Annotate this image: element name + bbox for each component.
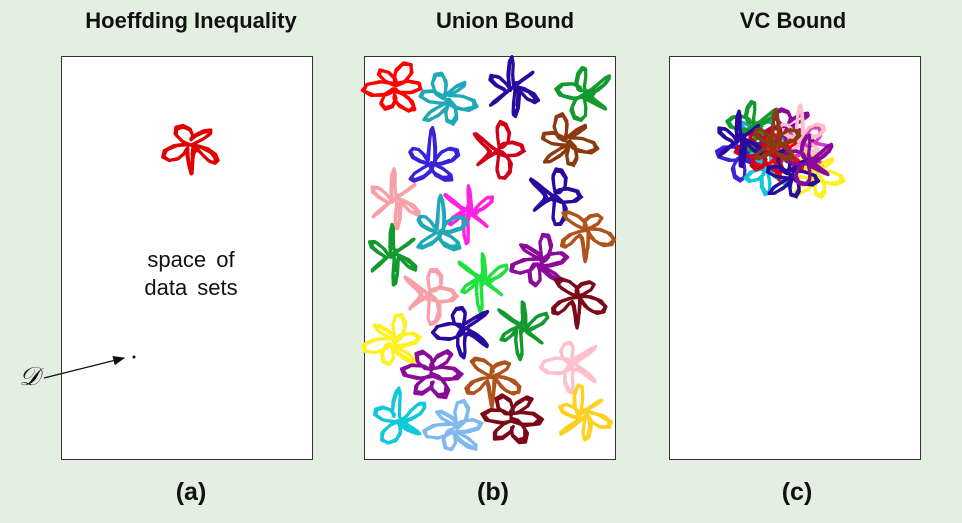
region-label-line1: space of (147, 247, 235, 272)
region-label: space of data sets (116, 246, 266, 302)
region-label-line2: data sets (144, 275, 238, 300)
d-point-label: 𝒟 (19, 362, 40, 391)
panel-letter-c: (c) (781, 478, 813, 506)
panel-title-union-bound: Union Bound (435, 8, 575, 33)
panel-letter-a: (a) (175, 478, 207, 506)
panel-title-vc-bound: VC Bound (739, 8, 847, 33)
panel-box-a (61, 56, 313, 460)
panel-title-hoeffding: Hoeffding Inequality (85, 8, 297, 33)
panel-box-b (364, 56, 616, 460)
panel-box-c (669, 56, 921, 460)
panel-letter-b: (b) (477, 478, 509, 506)
